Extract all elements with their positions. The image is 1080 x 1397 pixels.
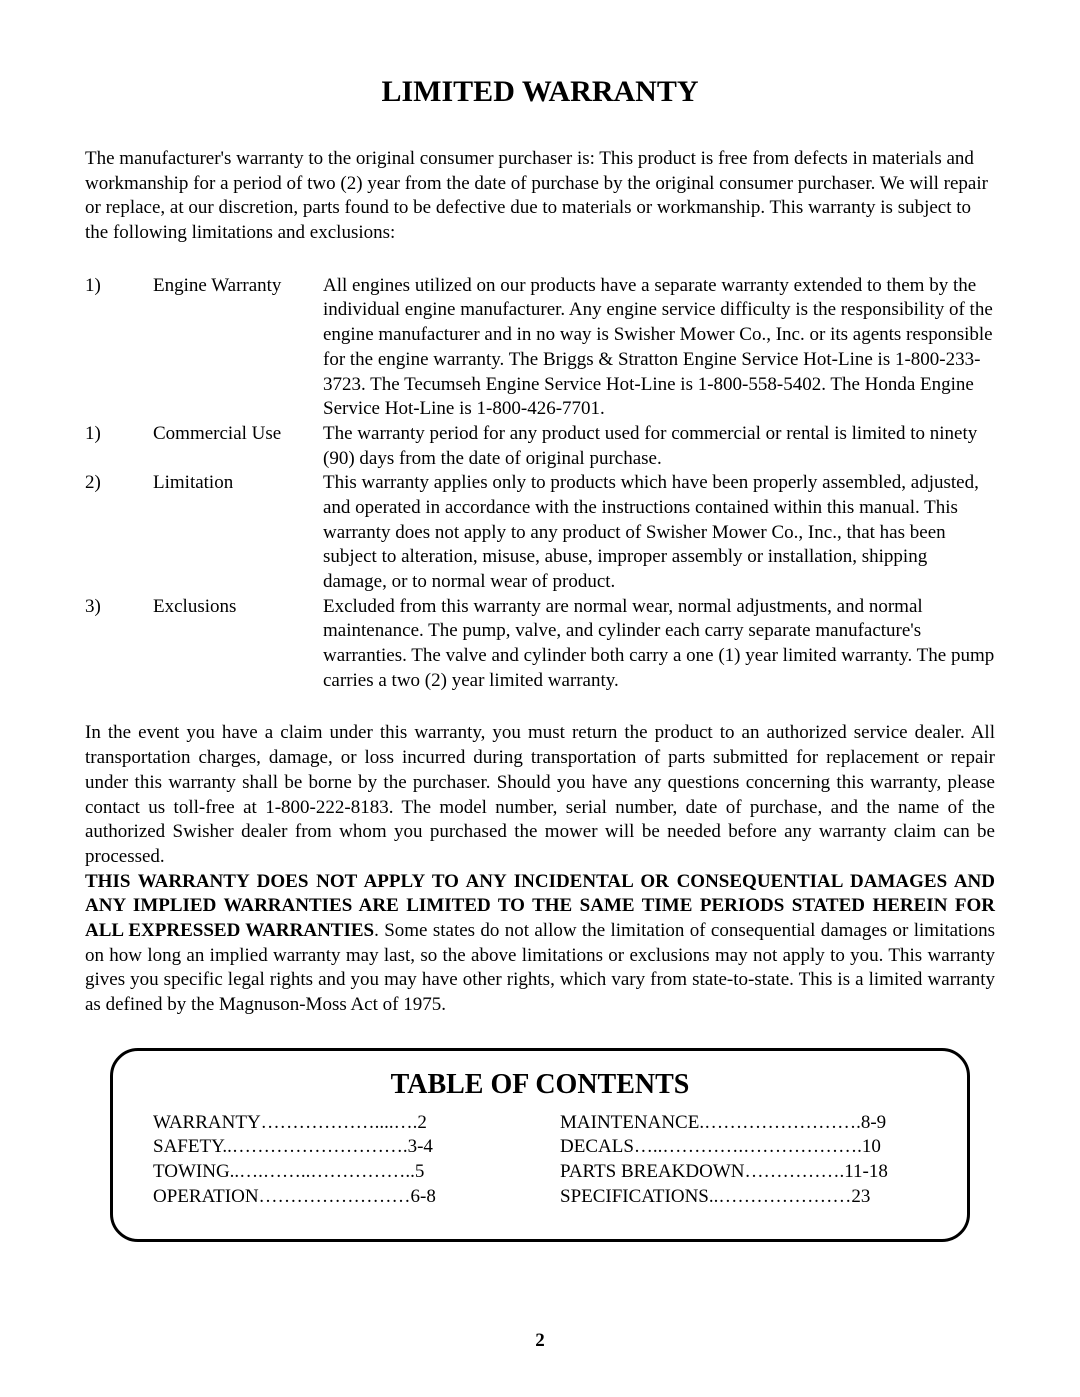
toc-entry: TOWING..….……..……………..5 <box>153 1160 520 1185</box>
toc-left-column: WARRANTY………………....….2 SAFETY..……………………….… <box>153 1111 520 1210</box>
warranty-item-label: Limitation <box>153 471 323 594</box>
warranty-item-number: 3) <box>85 595 153 694</box>
warranty-item-label: Engine Warranty <box>153 274 323 422</box>
toc-entry: PARTS BREAKDOWN…………….11-18 <box>560 1160 927 1185</box>
disclaimer-paragraph: THIS WARRANTY DOES NOT APPLY TO ANY INCI… <box>85 870 995 1018</box>
intro-paragraph: The manufacturer's warranty to the origi… <box>85 147 995 246</box>
toc-entry: OPERATION……………………6-8 <box>153 1185 520 1210</box>
warranty-item: 1) Engine Warranty All engines utilized … <box>85 274 995 422</box>
table-of-contents: TABLE OF CONTENTS WARRANTY………………....….2 … <box>110 1048 970 1243</box>
warranty-item-description: Excluded from this warranty are normal w… <box>323 595 995 694</box>
document-title: LIMITED WARRANTY <box>85 75 995 109</box>
warranty-item: 3) Exclusions Excluded from this warrant… <box>85 595 995 694</box>
toc-entry: SAFETY..……………………….3-4 <box>153 1135 520 1160</box>
warranty-item-label: Exclusions <box>153 595 323 694</box>
warranty-item-label: Commercial Use <box>153 422 323 471</box>
warranty-item-number: 1) <box>85 274 153 422</box>
warranty-item-number: 2) <box>85 471 153 594</box>
page-number: 2 <box>0 1330 1080 1352</box>
toc-entry: DECALS…..………….……………….10 <box>560 1135 927 1160</box>
warranty-item-number: 1) <box>85 422 153 471</box>
warranty-item: 1) Commercial Use The warranty period fo… <box>85 422 995 471</box>
toc-entry: MAINTENANCE.…………………….8-9 <box>560 1111 927 1136</box>
toc-columns: WARRANTY………………....….2 SAFETY..……………………….… <box>153 1111 927 1210</box>
toc-title: TABLE OF CONTENTS <box>153 1069 927 1101</box>
warranty-list: 1) Engine Warranty All engines utilized … <box>85 274 995 694</box>
toc-entry: WARRANTY………………....….2 <box>153 1111 520 1136</box>
warranty-item-description: The warranty period for any product used… <box>323 422 995 471</box>
warranty-item-description: This warranty applies only to products w… <box>323 471 995 594</box>
toc-right-column: MAINTENANCE.…………………….8-9 DECALS…..………….…… <box>560 1111 927 1210</box>
claim-paragraph: In the event you have a claim under this… <box>85 721 995 869</box>
warranty-item-description: All engines utilized on our products hav… <box>323 274 995 422</box>
warranty-item: 2) Limitation This warranty applies only… <box>85 471 995 594</box>
toc-entry: SPECIFICATIONS..…………………23 <box>560 1185 927 1210</box>
